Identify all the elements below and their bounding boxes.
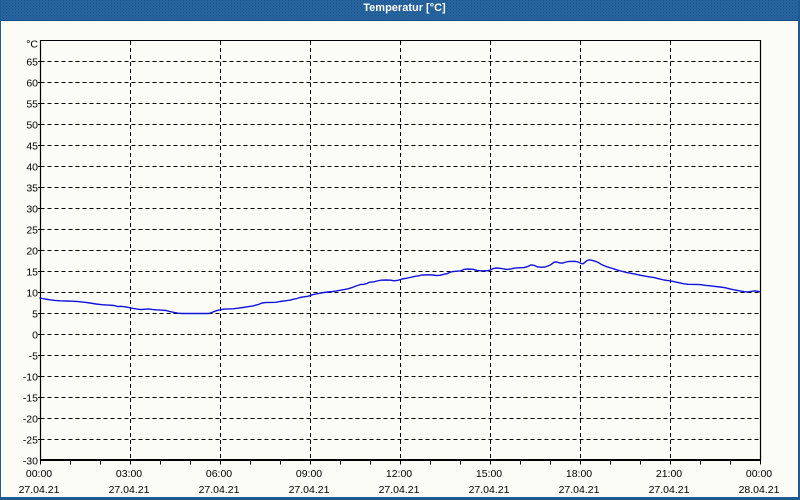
svg-text:27.04.21: 27.04.21 — [559, 484, 600, 496]
svg-text:18:00: 18:00 — [566, 468, 592, 480]
svg-text:03:00: 03:00 — [116, 468, 142, 480]
svg-text:0: 0 — [32, 330, 38, 342]
svg-text:10: 10 — [26, 288, 38, 300]
svg-text:27.04.21: 27.04.21 — [469, 484, 510, 496]
svg-text:27.04.21: 27.04.21 — [379, 484, 420, 496]
svg-text:27.04.21: 27.04.21 — [19, 484, 60, 496]
svg-text:28.04.21: 28.04.21 — [739, 484, 780, 496]
svg-text:09:00: 09:00 — [296, 468, 322, 480]
svg-text:-30: -30 — [23, 456, 38, 468]
svg-text:21:00: 21:00 — [656, 468, 682, 480]
svg-text:06:00: 06:00 — [206, 468, 232, 480]
svg-text:27.04.21: 27.04.21 — [649, 484, 690, 496]
svg-text:40: 40 — [26, 162, 38, 174]
svg-text:-15: -15 — [23, 393, 38, 405]
svg-text:20: 20 — [26, 246, 38, 258]
svg-text:30: 30 — [26, 204, 38, 216]
svg-text:55: 55 — [26, 99, 38, 111]
svg-text:°C: °C — [26, 39, 38, 51]
svg-text:-20: -20 — [23, 414, 38, 426]
svg-text:-10: -10 — [23, 372, 38, 384]
svg-text:15:00: 15:00 — [476, 468, 502, 480]
svg-text:65: 65 — [26, 57, 38, 69]
svg-text:-5: -5 — [29, 351, 38, 363]
svg-text:45: 45 — [26, 141, 38, 153]
svg-text:00:00: 00:00 — [26, 468, 52, 480]
svg-text:35: 35 — [26, 183, 38, 195]
svg-text:00:00: 00:00 — [746, 468, 772, 480]
svg-text:12:00: 12:00 — [386, 468, 412, 480]
svg-text:27.04.21: 27.04.21 — [289, 484, 330, 496]
svg-text:50: 50 — [26, 120, 38, 132]
svg-text:5: 5 — [32, 309, 38, 321]
svg-text:15: 15 — [26, 267, 38, 279]
svg-text:27.04.21: 27.04.21 — [199, 484, 240, 496]
svg-text:60: 60 — [26, 78, 38, 90]
svg-text:-25: -25 — [23, 435, 38, 447]
svg-text:27.04.21: 27.04.21 — [109, 484, 150, 496]
svg-text:25: 25 — [26, 225, 38, 237]
